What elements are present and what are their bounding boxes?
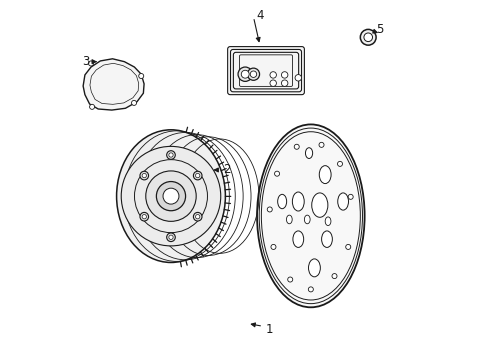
Circle shape: [360, 30, 375, 45]
Ellipse shape: [292, 231, 303, 247]
Circle shape: [238, 67, 252, 81]
Circle shape: [193, 171, 202, 180]
Ellipse shape: [257, 125, 364, 307]
Ellipse shape: [292, 192, 304, 211]
Text: 5: 5: [375, 23, 383, 36]
Circle shape: [88, 61, 93, 66]
Circle shape: [142, 174, 146, 178]
Ellipse shape: [321, 231, 332, 247]
Circle shape: [294, 75, 301, 81]
Ellipse shape: [305, 148, 312, 158]
Circle shape: [121, 147, 220, 246]
Circle shape: [131, 100, 136, 105]
Ellipse shape: [277, 194, 286, 209]
Ellipse shape: [325, 217, 330, 226]
Text: 2: 2: [223, 163, 230, 176]
Ellipse shape: [304, 215, 309, 224]
Text: 4: 4: [256, 9, 263, 22]
Circle shape: [347, 194, 352, 199]
Text: 3: 3: [82, 55, 89, 68]
Circle shape: [308, 287, 313, 292]
Circle shape: [281, 72, 287, 78]
Circle shape: [139, 73, 143, 78]
Circle shape: [195, 215, 200, 219]
Circle shape: [274, 171, 279, 176]
Ellipse shape: [308, 259, 320, 277]
Ellipse shape: [311, 193, 327, 217]
Circle shape: [145, 171, 196, 221]
Ellipse shape: [337, 193, 348, 210]
Circle shape: [193, 212, 202, 221]
Text: 1: 1: [265, 323, 273, 336]
Circle shape: [168, 235, 173, 239]
Circle shape: [281, 80, 287, 86]
Circle shape: [247, 68, 259, 80]
Circle shape: [337, 161, 342, 166]
Polygon shape: [83, 59, 144, 110]
Circle shape: [140, 212, 148, 221]
Circle shape: [195, 174, 200, 178]
Circle shape: [241, 70, 249, 78]
Circle shape: [269, 72, 276, 78]
Circle shape: [156, 181, 185, 211]
Circle shape: [89, 104, 94, 109]
Circle shape: [363, 33, 372, 41]
Ellipse shape: [286, 215, 292, 224]
FancyBboxPatch shape: [227, 46, 304, 95]
Ellipse shape: [116, 130, 225, 262]
Ellipse shape: [319, 166, 330, 184]
Circle shape: [331, 274, 336, 279]
Circle shape: [163, 188, 179, 204]
Circle shape: [287, 277, 292, 282]
Circle shape: [166, 151, 175, 159]
Circle shape: [166, 233, 175, 242]
Circle shape: [345, 244, 350, 249]
Circle shape: [142, 215, 146, 219]
Circle shape: [267, 207, 272, 212]
Circle shape: [269, 80, 276, 86]
Circle shape: [250, 71, 256, 77]
Circle shape: [168, 153, 173, 157]
Circle shape: [318, 142, 324, 147]
Circle shape: [270, 244, 275, 249]
Circle shape: [140, 171, 148, 180]
Circle shape: [294, 144, 299, 149]
